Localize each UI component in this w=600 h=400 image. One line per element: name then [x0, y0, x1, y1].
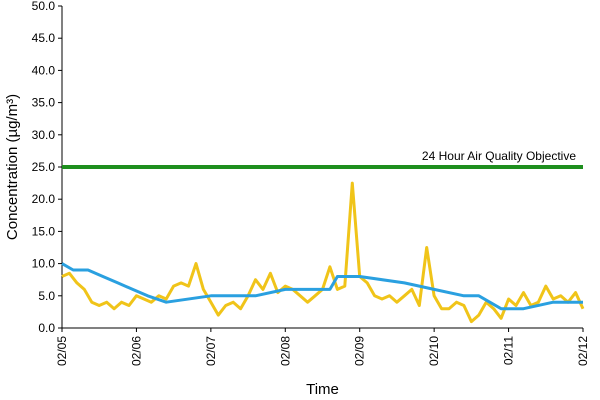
x-tick-label: 02/09 [353, 336, 367, 366]
y-tick-label: 15.0 [32, 224, 56, 238]
x-axis-ticks: 02/05 02/06 02/07 02/08 02/09 02/10 02/11 02/12 [55, 328, 590, 366]
y-tick-label: 45.0 [32, 31, 56, 45]
plot-area: 0.0 5.0 10.0 15.0 20.0 25.0 30.0 35.0 40.0 45.0 50… [32, 0, 590, 366]
y-tick-label: 25.0 [32, 160, 56, 174]
x-tick-label: 02/12 [576, 336, 590, 366]
x-tick-label: 02/11 [502, 336, 516, 365]
series-layer [61, 181, 585, 324]
y-tick-label: 40.0 [32, 63, 56, 77]
objective-label: 24 Hour Air Quality Objective [422, 149, 576, 163]
x-tick-label: 02/07 [204, 336, 218, 366]
series-line-2 [61, 262, 583, 311]
y-tick-label: 10.0 [32, 257, 56, 271]
y-axis-title: Concentration (µg/m³) [4, 94, 21, 240]
x-tick-label: 02/08 [278, 336, 292, 366]
y-tick-label: 20.0 [32, 192, 56, 206]
series-line-1 [61, 181, 585, 324]
x-tick-label: 02/06 [129, 336, 143, 366]
y-tick-label: 5.0 [38, 289, 55, 303]
y-tick-label: 50.0 [32, 0, 56, 13]
y-axis-ticks: 0.0 5.0 10.0 15.0 20.0 25.0 30.0 35.0 40.0 45.0 50… [32, 0, 62, 335]
y-tick-label: 0.0 [38, 321, 55, 335]
y-tick-label: 35.0 [32, 96, 56, 110]
x-axis-title: Time [306, 381, 339, 398]
x-tick-label: 02/10 [427, 336, 441, 366]
y-tick-label: 30.0 [32, 128, 56, 142]
x-tick-label: 02/05 [55, 336, 69, 366]
